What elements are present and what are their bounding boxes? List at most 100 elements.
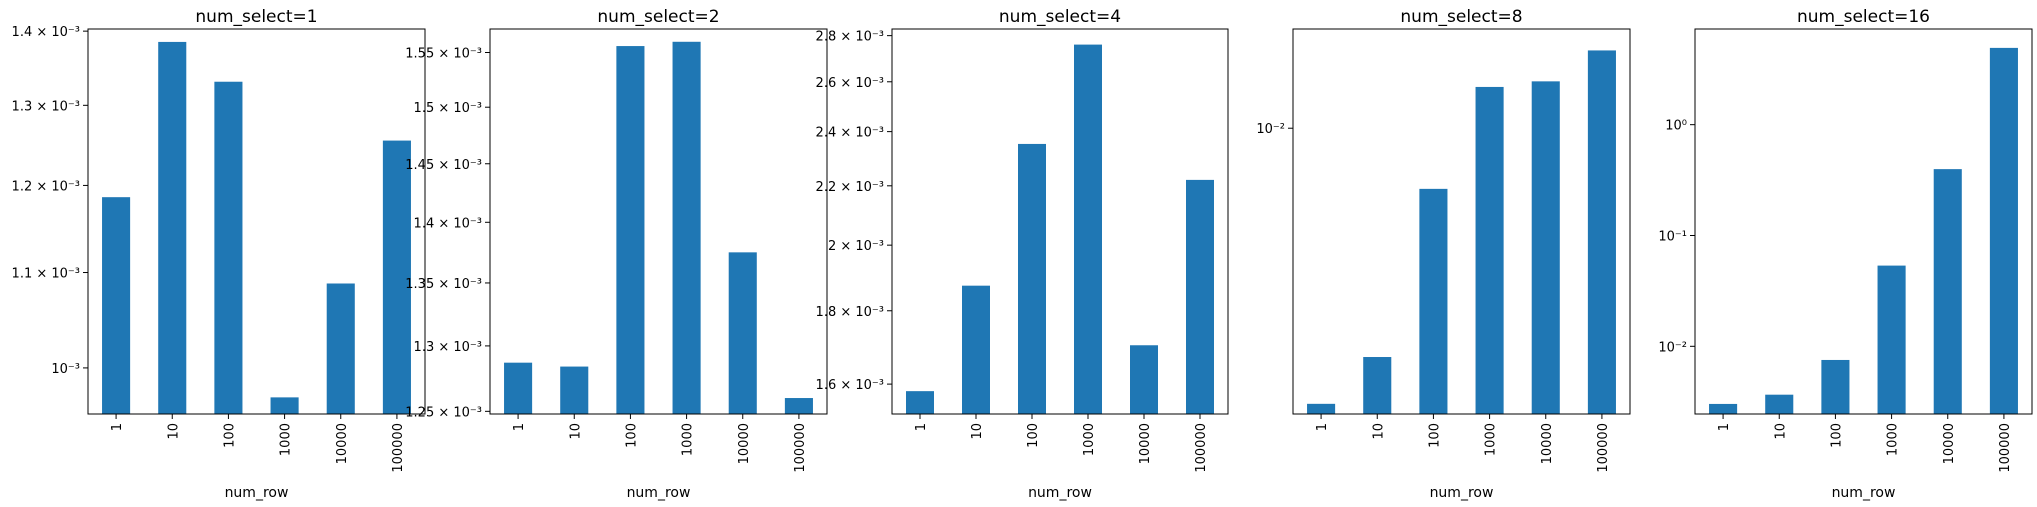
x-tick-label: 1000 xyxy=(279,423,294,456)
subplot-title: num_select=16 xyxy=(1797,7,1930,27)
bar xyxy=(1933,169,1962,414)
bar xyxy=(102,197,131,414)
y-tick-label: 1.1 × 10⁻³ xyxy=(12,267,80,282)
x-tick-label: 10000 xyxy=(1540,423,1555,464)
x-tick-label: 1000 xyxy=(1886,423,1901,456)
y-tick-label: 2.6 × 10⁻³ xyxy=(816,76,884,91)
y-tick-label: 1.55 × 10⁻³ xyxy=(405,47,482,62)
axes-frame xyxy=(489,28,828,415)
bar xyxy=(1709,403,1738,414)
axes-frame xyxy=(87,28,426,415)
bar xyxy=(1363,357,1392,414)
x-tick-label: 100000 xyxy=(793,423,808,473)
x-tick-label: 10 xyxy=(1371,423,1386,440)
x-tick-label: 100000 xyxy=(1596,423,1611,473)
bar xyxy=(382,140,411,414)
bar xyxy=(1531,81,1560,415)
subplot-3: 1 10 100 1000 10000 100000 1.6 × 10⁻³ 1.8 × 10⁻… xyxy=(816,7,1229,501)
bar xyxy=(214,81,243,414)
bar xyxy=(504,362,533,414)
bar xyxy=(1419,188,1448,414)
x-tick-label: 10000 xyxy=(1942,423,1957,464)
bar xyxy=(672,41,701,414)
y-tick-label: 1.3 × 10⁻³ xyxy=(414,340,482,355)
x-axis-label: num_row xyxy=(1832,485,1896,501)
x-tick-label: 100000 xyxy=(1998,423,2013,473)
y-tick-label: 1.3 × 10⁻³ xyxy=(12,99,80,114)
bar xyxy=(1074,44,1102,415)
x-tick-label: 10000 xyxy=(737,423,752,464)
x-tick-label: 100 xyxy=(624,423,639,448)
bar xyxy=(962,285,990,414)
bar xyxy=(1821,359,1850,414)
bar xyxy=(1186,179,1214,414)
x-tick-label: 10000 xyxy=(335,423,350,464)
x-tick-label: 100 xyxy=(1427,423,1442,448)
bar xyxy=(728,252,757,414)
x-tick-label: 1 xyxy=(110,423,125,431)
x-tick-label: 10 xyxy=(166,423,181,440)
y-tick-label: 1.25 × 10⁻³ xyxy=(405,405,482,420)
x-tick-label: 10000 xyxy=(1138,423,1153,464)
x-axis-label: num_row xyxy=(1028,485,1092,501)
axes-frame xyxy=(891,28,1229,415)
x-tick-label: 100000 xyxy=(391,423,406,473)
y-tick-label: 2.2 × 10⁻³ xyxy=(816,180,884,195)
y-tick-label: 2.4 × 10⁻³ xyxy=(816,126,884,141)
y-tick-label: 1.8 × 10⁻³ xyxy=(816,305,884,320)
y-tick-label: 1.2 × 10⁻³ xyxy=(12,179,80,194)
bar xyxy=(158,41,187,414)
x-tick-label: 1000 xyxy=(1082,423,1097,456)
bar xyxy=(326,283,355,414)
y-tick-label: 10⁰ xyxy=(1665,119,1687,134)
bar xyxy=(1018,143,1046,415)
x-tick-label: 100 xyxy=(222,423,237,448)
subplot-title: num_select=2 xyxy=(597,7,719,27)
y-tick-label: 1.4 × 10⁻³ xyxy=(414,216,482,231)
axes-frame xyxy=(1292,28,1631,415)
x-tick-label: 10 xyxy=(1773,423,1788,440)
bar xyxy=(1765,394,1794,414)
subplot-title: num_select=4 xyxy=(999,7,1121,27)
x-axis-label: num_row xyxy=(627,485,691,501)
x-tick-label: 100000 xyxy=(1194,423,1209,473)
y-tick-label: 1.45 × 10⁻³ xyxy=(405,158,482,173)
x-axis-label: num_row xyxy=(225,485,289,501)
subplot-4: 1 10 100 1000 10000 100000 10⁻² num_select=8num… xyxy=(1256,7,1631,501)
y-tick-label: 2 × 10⁻³ xyxy=(828,239,884,254)
x-tick-label: 10 xyxy=(568,423,583,440)
x-axis-label: num_row xyxy=(1430,485,1494,501)
bar xyxy=(616,46,645,414)
bar xyxy=(1130,345,1158,414)
x-tick-label: 1 xyxy=(1717,423,1732,431)
y-tick-label: 1.35 × 10⁻³ xyxy=(405,277,482,292)
bar xyxy=(1307,403,1336,414)
x-tick-label: 10 xyxy=(970,423,985,440)
y-tick-label: 10⁻² xyxy=(1658,340,1687,355)
x-tick-label: 1 xyxy=(914,423,929,431)
x-tick-label: 1 xyxy=(512,423,527,431)
subplot-5: 1 10 100 1000 10000 100000 10⁻² 10⁻¹ 10⁰ num_sele… xyxy=(1658,7,2033,501)
x-tick-label: 1000 xyxy=(1484,423,1499,456)
subplot-2: 1 10 100 1000 10000 100000 1.25 × 10⁻³ 1.3 × 10… xyxy=(405,7,828,501)
y-tick-label: 1.5 × 10⁻³ xyxy=(414,101,482,116)
x-tick-label: 100 xyxy=(1026,423,1041,448)
bar xyxy=(1587,50,1616,414)
bar xyxy=(560,366,589,414)
y-tick-label: 10⁻³ xyxy=(51,362,80,377)
x-tick-label: 1000 xyxy=(681,423,696,456)
y-tick-label: 1.4 × 10⁻³ xyxy=(12,25,80,40)
bar xyxy=(1475,86,1504,414)
y-tick-label: 2.8 × 10⁻³ xyxy=(816,30,884,45)
axes-frame xyxy=(1694,28,2033,415)
bar xyxy=(1989,47,2018,414)
subplot-1: 1 10 100 1000 10000 100000 1.1 × 10⁻³ 1.2 × 10⁻… xyxy=(12,7,426,501)
bar xyxy=(1877,265,1906,414)
y-tick-label: 10⁻² xyxy=(1256,122,1285,137)
y-tick-label: 10⁻¹ xyxy=(1658,229,1687,244)
subplot-title: num_select=1 xyxy=(195,7,317,27)
bar xyxy=(784,398,813,414)
bar xyxy=(906,391,934,414)
bar xyxy=(270,397,299,414)
